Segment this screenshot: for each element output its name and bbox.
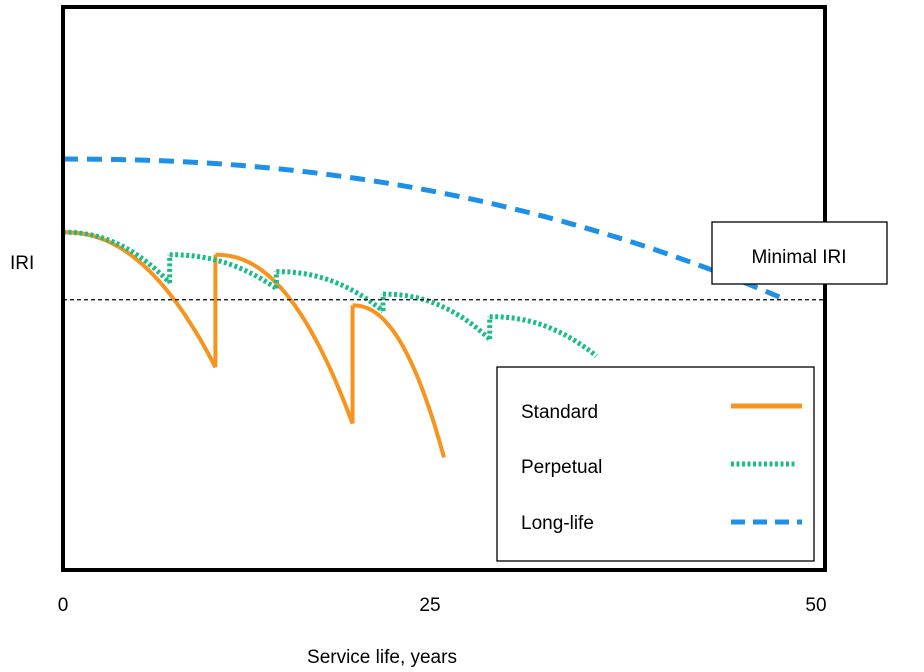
minimal-iri-box bbox=[711, 221, 888, 285]
y-axis-label: IRI bbox=[10, 253, 34, 274]
x-tick-label-0: 0 bbox=[58, 595, 69, 616]
series-standard-segment-3 bbox=[352, 303, 446, 458]
series-perpetual-segment-4 bbox=[383, 291, 492, 342]
series-long-life-segment-1 bbox=[62, 156, 781, 300]
series-perpetual-segment-1 bbox=[63, 229, 172, 285]
x-axis-label: Service life, years bbox=[307, 647, 457, 668]
series-perpetual-segment-5 bbox=[489, 314, 598, 359]
series-standard-segment-1 bbox=[63, 230, 218, 369]
x-tick-label-50: 50 bbox=[805, 595, 826, 616]
legend-label-standard: Standard bbox=[521, 402, 598, 423]
legend-label-long-life: Long-life bbox=[521, 513, 594, 534]
legend: Standard Perpetual Long-life bbox=[496, 366, 815, 562]
series-standard-segment-2 bbox=[215, 252, 355, 425]
legend-label-perpetual: Perpetual bbox=[521, 457, 602, 478]
x-axis-ticks: 0 25 50 bbox=[58, 595, 827, 616]
series-perpetual-segment-3 bbox=[276, 269, 385, 313]
minimal-iri-label: Minimal IRI bbox=[751, 247, 846, 268]
series-standard bbox=[63, 230, 446, 458]
x-tick-label-25: 25 bbox=[419, 595, 440, 616]
minimal-iri-callout: Minimal IRI bbox=[711, 221, 888, 285]
plot-area-frame bbox=[61, 5, 827, 572]
series-curves bbox=[62, 156, 781, 458]
series-perpetual-segment-2 bbox=[169, 252, 278, 291]
series-long-life bbox=[62, 156, 781, 300]
series-perpetual bbox=[63, 229, 598, 359]
